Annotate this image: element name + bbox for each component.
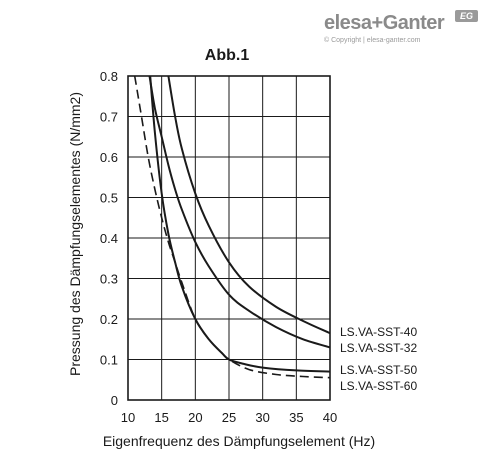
- logo-brand-text: elesa+Ganter: [324, 12, 445, 34]
- plot-frame: [127, 75, 331, 401]
- y-tick-label: 0.4: [100, 231, 118, 246]
- brand-logo: elesa+Ganter EG © Copyright | elesa-gant…: [324, 10, 478, 50]
- legend-label: LS.VA-SST-50: [340, 363, 417, 377]
- logo-badge: EG: [455, 10, 478, 22]
- logo-copyright: © Copyright | elesa-ganter.com: [324, 37, 421, 44]
- legend-label: LS.VA-SST-40: [340, 325, 417, 339]
- series-line: [133, 76, 330, 379]
- x-tick-label: 25: [222, 410, 236, 425]
- legend-label: LS.VA-SST-32: [340, 341, 417, 355]
- y-tick-label: 0.7: [100, 110, 118, 125]
- y-axis-label: Pressung des Dämpfungselementes (N/mm2): [67, 92, 83, 376]
- series-line: [148, 76, 330, 349]
- x-tick-label: 20: [188, 410, 202, 425]
- y-tick-label: 0.5: [100, 191, 118, 206]
- chart-title: Abb.1: [205, 47, 250, 64]
- x-tick-label: 10: [121, 410, 135, 425]
- x-tick-label: 15: [154, 410, 168, 425]
- legend-label: LS.VA-SST-60: [340, 379, 417, 393]
- y-tick-label: 0: [111, 393, 118, 408]
- y-tick-label: 0.8: [100, 69, 118, 84]
- y-tick-label: 0.6: [100, 150, 118, 165]
- series-line: [167, 76, 330, 335]
- x-tick-label: 40: [323, 410, 337, 425]
- y-tick-label: 0.1: [100, 353, 118, 368]
- x-tick-label: 35: [289, 410, 303, 425]
- y-tick-label: 0.2: [100, 312, 118, 327]
- x-tick-label: 30: [255, 410, 269, 425]
- chart-series: [133, 76, 330, 379]
- x-axis-label: Eigenfrequenz des Dämpfungselement (Hz): [103, 433, 375, 449]
- chart-tick-labels: 10 15 20 25 30 35 40 0 0.1 0.2 0.3 0.4 0.5 0.6 0.7 0.8: [100, 69, 337, 425]
- chart-legend: LS.VA-SST-40 LS.VA-SST-32 LS.VA-SST-50 LS.V…: [340, 325, 417, 393]
- series-line: [149, 76, 330, 373]
- y-tick-label: 0.3: [100, 272, 118, 287]
